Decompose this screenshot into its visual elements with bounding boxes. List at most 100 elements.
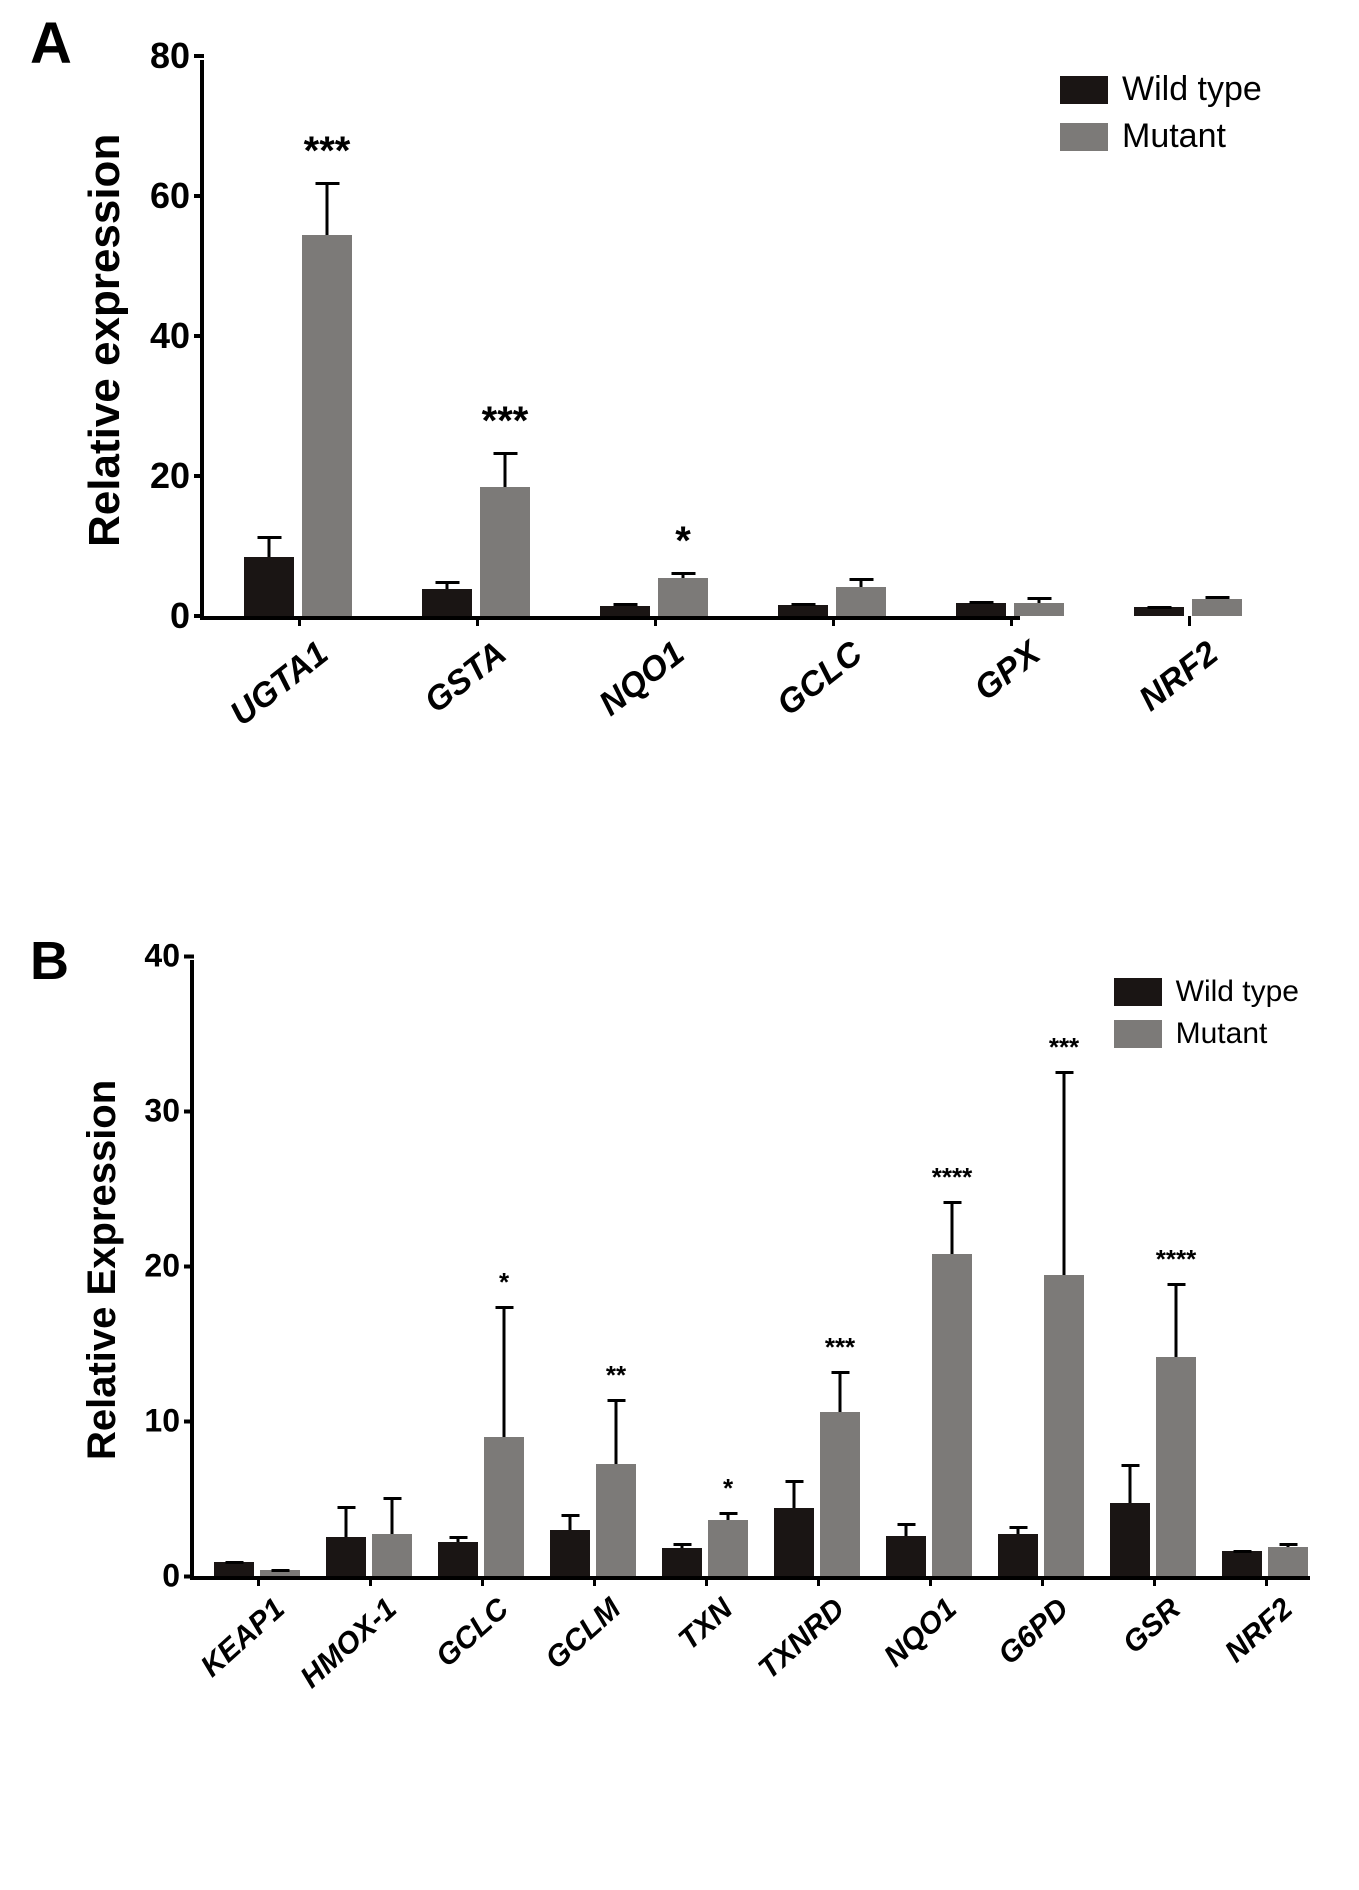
error-bar [980, 601, 983, 603]
y-tick: 80 [150, 35, 204, 77]
x-label: GCLC [770, 634, 870, 724]
error-bar [839, 1371, 842, 1411]
bar-group [956, 60, 1064, 616]
legend-label: Wild type [1122, 70, 1262, 109]
x-label: KEAP1 [195, 1592, 292, 1684]
x-label: HMOX-1 [294, 1592, 403, 1695]
bar-wild-type [956, 603, 1006, 616]
error-bar [727, 1512, 730, 1520]
x-label: GPX [967, 634, 1048, 709]
y-tick: 10 [144, 1403, 194, 1440]
bar-mutant [820, 1412, 860, 1576]
error-bar [569, 1514, 572, 1530]
x-tick [832, 616, 835, 626]
bar-mutant [932, 1254, 972, 1576]
bar-group: ** [550, 960, 636, 1576]
x-tick [476, 616, 479, 626]
panel-b: B Relative Expression 010203040KEAP1HMOX… [0, 920, 1359, 1890]
bar-mutant [480, 487, 530, 617]
bar-group: **** [886, 960, 972, 1576]
bar-wild-type [778, 605, 828, 616]
significance-marker: **** [1156, 1244, 1196, 1275]
x-tick [1265, 1576, 1268, 1586]
bar-wild-type [1134, 607, 1184, 616]
x-label: NRF2 [1132, 634, 1226, 719]
x-label: GSTA [418, 634, 514, 721]
bar-group [326, 960, 412, 1576]
bar-wild-type [244, 557, 294, 617]
x-tick [705, 1576, 708, 1586]
y-tick: 20 [144, 1248, 194, 1285]
panel-a-plot: 020406080***UGTA1***GSTA*NQO1GCLCGPXNRF2 [200, 60, 1020, 620]
bar-mutant [836, 587, 886, 616]
error-bar [793, 1480, 796, 1508]
y-tick: 0 [162, 1558, 194, 1595]
y-tick: 60 [150, 175, 204, 217]
bar-group: *** [998, 960, 1084, 1576]
significance-marker: * [675, 519, 691, 564]
x-tick [1188, 616, 1191, 626]
x-label: TXNRD [752, 1592, 852, 1686]
panel-a-legend: Wild typeMutant [1060, 70, 1262, 164]
significance-marker: *** [482, 399, 529, 444]
legend-swatch [1114, 1020, 1162, 1048]
bar-wild-type [774, 1508, 814, 1576]
bar-wild-type [1110, 1503, 1150, 1576]
bar-mutant [302, 235, 352, 617]
bar-mutant [708, 1520, 748, 1576]
bar-mutant [1014, 603, 1064, 616]
error-bar [1017, 1526, 1020, 1534]
panel-b-label: B [30, 930, 69, 992]
error-bar [233, 1561, 236, 1563]
bar-mutant [260, 1570, 300, 1576]
bar-mutant [372, 1534, 412, 1576]
legend-label: Mutant [1176, 1017, 1268, 1051]
significance-marker: ** [606, 1360, 626, 1391]
x-tick [298, 616, 301, 626]
bar-group: *** [774, 960, 860, 1576]
legend-swatch [1114, 978, 1162, 1006]
bar-mutant [484, 1437, 524, 1577]
bar-group: * [438, 960, 524, 1576]
error-bar [1129, 1464, 1132, 1503]
bar-wild-type [422, 589, 472, 616]
bar-wild-type [214, 1562, 254, 1576]
x-label: NQO1 [592, 634, 692, 724]
bar-mutant [658, 578, 708, 617]
bar-mutant [596, 1464, 636, 1576]
error-bar [446, 581, 449, 589]
legend-swatch [1060, 76, 1108, 104]
significance-marker: * [499, 1267, 509, 1298]
x-tick [654, 616, 657, 626]
x-tick [817, 1576, 820, 1586]
panel-a-label: A [30, 10, 72, 77]
significance-marker: *** [1049, 1032, 1079, 1063]
error-bar [345, 1506, 348, 1537]
bar-group: * [600, 60, 708, 616]
x-tick [1153, 1576, 1156, 1586]
error-bar [682, 572, 685, 578]
error-bar [279, 1569, 282, 1570]
x-label: NRF2 [1219, 1592, 1300, 1670]
error-bar [1216, 596, 1219, 600]
error-bar [268, 536, 271, 557]
x-tick [257, 1576, 260, 1586]
y-tick: 0 [170, 595, 204, 637]
error-bar [681, 1543, 684, 1548]
error-bar [860, 578, 863, 586]
panel-b-legend: Wild typeMutant [1114, 975, 1299, 1059]
error-bar [624, 603, 627, 605]
x-label: GCLM [539, 1592, 627, 1676]
error-bar [326, 182, 329, 235]
bar-wild-type [886, 1536, 926, 1576]
error-bar [1241, 1550, 1244, 1552]
panel-b-ylabel: Relative Expression [80, 1080, 125, 1460]
error-bar [1175, 1283, 1178, 1357]
x-label: G6PD [992, 1592, 1075, 1672]
bar-wild-type [438, 1542, 478, 1576]
x-label: UGTA1 [223, 634, 336, 734]
figure: A Relative expression 020406080***UGTA1*… [0, 0, 1359, 1890]
significance-marker: **** [932, 1162, 972, 1193]
bar-wild-type [326, 1537, 366, 1576]
error-bar [802, 603, 805, 605]
